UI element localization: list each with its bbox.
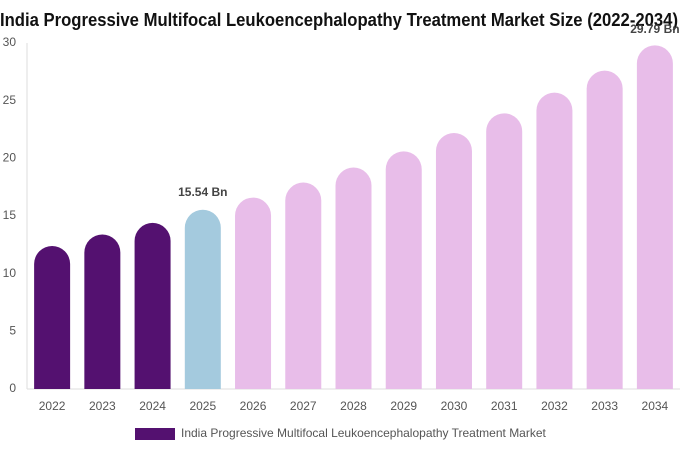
x-tick-label: 2031 (491, 399, 518, 413)
bar (586, 70, 623, 390)
y-tick-label: 20 (3, 151, 17, 165)
x-tick-label: 2022 (39, 399, 66, 413)
bar (184, 209, 221, 389)
x-tick-label: 2026 (240, 399, 267, 413)
bar (335, 167, 372, 389)
bar (235, 197, 272, 389)
y-tick-label: 0 (9, 381, 16, 395)
chart-title: India Progressive Multifocal Leukoenceph… (0, 10, 678, 30)
x-tick-label: 2025 (189, 399, 216, 413)
y-tick-label: 5 (9, 324, 16, 338)
x-tick-label: 2024 (139, 399, 166, 413)
y-tick-label: 15 (3, 208, 17, 222)
x-tick-label: 2023 (89, 399, 116, 413)
x-tick-label: 2029 (390, 399, 417, 413)
legend-label: India Progressive Multifocal Leukoenceph… (181, 426, 547, 440)
x-tick-label: 2033 (591, 399, 618, 413)
legend-swatch (135, 428, 175, 440)
x-tick-label: 2032 (541, 399, 568, 413)
y-tick-label: 10 (3, 266, 17, 280)
bar (435, 132, 472, 389)
value-label: 29.79 Bn (630, 22, 679, 36)
bar (285, 182, 322, 389)
x-tick-label: 2027 (290, 399, 317, 413)
x-tick-label: 2030 (441, 399, 468, 413)
value-label: 15.54 Bn (178, 185, 227, 199)
bar (536, 92, 573, 390)
bar (385, 151, 422, 389)
x-tick-label: 2028 (340, 399, 367, 413)
bar (636, 45, 673, 390)
bar (84, 234, 121, 389)
bar (34, 245, 71, 389)
bar (134, 222, 171, 389)
y-tick-label: 30 (3, 35, 17, 49)
bar (486, 113, 523, 390)
x-tick-label: 2034 (642, 399, 669, 413)
y-tick-label: 25 (3, 93, 17, 107)
